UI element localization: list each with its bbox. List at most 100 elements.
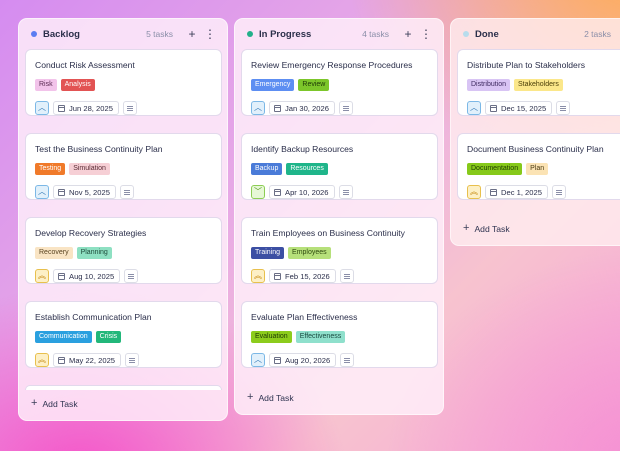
add-task-button[interactable]: + Add Task [31, 398, 78, 409]
notes-icon[interactable] [339, 269, 354, 283]
tag: Evaluation [251, 331, 292, 343]
calendar-icon [490, 188, 497, 196]
more-menu-icon[interactable]: ⋮ [420, 27, 432, 41]
status-dot-icon [247, 31, 253, 37]
tag: Emergency [251, 79, 295, 91]
due-date[interactable]: Aug 20, 2026 [269, 353, 337, 367]
priority-double-chevron-up-icon[interactable]: ︽ [251, 269, 265, 283]
due-date[interactable]: Dec 1, 2025 [485, 185, 548, 199]
priority-chevron-up-icon[interactable]: ︿ [35, 101, 49, 115]
priority-double-chevron-up-icon[interactable]: ︽ [35, 353, 49, 367]
column-in-progress: In Progress 4 tasks + ⋮ Review Emergency… [234, 18, 444, 415]
due-date[interactable]: Aug 10, 2025 [53, 269, 121, 283]
notes-icon[interactable] [124, 269, 139, 283]
priority-chevron-up-icon[interactable]: ︿ [35, 185, 49, 199]
due-date-label: Apr 10, 2026 [285, 187, 329, 197]
task-card[interactable]: Evaluate Plan Effectiveness Evaluation E… [241, 301, 438, 368]
due-date[interactable]: Jan 30, 2026 [269, 101, 335, 115]
plus-icon: + [31, 397, 38, 409]
task-title: Establish Communication Plan [35, 312, 152, 322]
add-task-button[interactable]: + Add Task [463, 223, 510, 234]
priority-chevron-up-icon[interactable]: ︿ [467, 101, 481, 115]
calendar-icon [274, 104, 281, 112]
due-date-label: Nov 5, 2025 [69, 187, 110, 197]
task-card[interactable]: Train Employees on Business Continuity T… [241, 217, 438, 284]
task-title: Conduct Risk Assessment [35, 60, 135, 70]
notes-icon[interactable] [556, 101, 571, 115]
add-task-label: Add Task [42, 398, 78, 409]
column-title: Backlog [43, 28, 80, 40]
priority-chevron-up-icon[interactable]: ︿ [251, 353, 265, 367]
task-card-partial[interactable] [25, 385, 222, 390]
due-date[interactable]: Dec 15, 2025 [485, 101, 553, 115]
calendar-icon [274, 356, 281, 364]
priority-double-chevron-up-icon[interactable]: ︽ [35, 269, 49, 283]
task-title: Document Business Continuity Plan [467, 144, 604, 154]
task-card[interactable]: Establish Communication Plan Communicati… [25, 301, 222, 368]
plus-icon: + [247, 391, 254, 403]
tag: Testing [35, 163, 66, 175]
notes-icon[interactable] [119, 185, 134, 199]
notes-icon[interactable] [338, 185, 353, 199]
status-dot-icon [463, 31, 469, 37]
tag: Analysis [60, 79, 95, 91]
notes-icon[interactable] [551, 185, 566, 199]
task-card[interactable]: Develop Recovery Strategies Recovery Pla… [25, 217, 222, 284]
add-icon[interactable]: + [188, 27, 196, 41]
notes-icon[interactable] [340, 353, 355, 367]
tag: Crisis [95, 331, 122, 343]
due-date[interactable]: Feb 15, 2026 [269, 269, 336, 283]
notes-icon[interactable] [125, 353, 140, 367]
task-card[interactable]: Review Emergency Response Procedures Eme… [241, 49, 438, 116]
task-count: 5 tasks [146, 29, 173, 39]
due-date-label: Feb 15, 2026 [285, 271, 330, 281]
add-icon[interactable]: + [404, 27, 412, 41]
due-date[interactable]: Jun 28, 2025 [53, 101, 119, 115]
due-date-label: Jun 28, 2025 [69, 103, 113, 113]
calendar-icon [58, 104, 65, 112]
column-title: In Progress [259, 28, 312, 40]
task-card[interactable]: Distribute Plan to Stakeholders Distribu… [457, 49, 620, 116]
notes-icon[interactable] [338, 101, 353, 115]
priority-chevron-down-icon[interactable]: ﹀ [251, 185, 265, 199]
task-title: Review Emergency Response Procedures [251, 60, 413, 70]
tag: Employees [288, 247, 331, 259]
task-card[interactable]: Document Business Continuity Plan Docume… [457, 133, 620, 200]
task-count: 4 tasks [362, 29, 389, 39]
tag: Resources [286, 163, 328, 175]
calendar-icon [58, 272, 65, 280]
more-menu-icon[interactable]: ⋮ [204, 27, 216, 41]
calendar-icon [58, 356, 65, 364]
calendar-icon [274, 272, 281, 280]
tag: Stakeholders [514, 79, 563, 91]
task-card[interactable]: Test the Business Continuity Plan Testin… [25, 133, 222, 200]
task-card[interactable]: Conduct Risk Assessment Risk Analysis ︿ … [25, 49, 222, 116]
tag: Documentation [467, 163, 523, 175]
tag: Planning [76, 247, 112, 259]
column-header: In Progress 4 tasks + ⋮ [235, 19, 443, 49]
notes-icon[interactable] [122, 101, 137, 115]
due-date[interactable]: May 22, 2025 [53, 353, 122, 367]
tag: Distribution [467, 79, 511, 91]
calendar-icon [274, 188, 281, 196]
priority-chevron-up-icon[interactable]: ︿ [251, 101, 265, 115]
tag: Backup [251, 163, 283, 175]
due-date-label: Dec 15, 2025 [501, 103, 547, 113]
due-date-label: Aug 10, 2025 [69, 271, 115, 281]
tag: Communication [35, 331, 92, 343]
tag: Plan [526, 163, 549, 175]
add-task-label: Add Task [474, 223, 510, 234]
task-count: 2 tasks [584, 29, 611, 39]
tag: Review [298, 79, 330, 91]
column-title: Done [475, 28, 499, 40]
task-card[interactable]: Identify Backup Resources Backup Resourc… [241, 133, 438, 200]
task-title: Train Employees on Business Continuity [251, 228, 405, 238]
priority-double-chevron-up-icon[interactable]: ︽ [467, 185, 481, 199]
due-date[interactable]: Nov 5, 2025 [53, 185, 116, 199]
due-date[interactable]: Apr 10, 2026 [269, 185, 335, 199]
due-date-label: Aug 20, 2026 [285, 355, 331, 365]
calendar-icon [58, 188, 65, 196]
column-backlog: Backlog 5 tasks + ⋮ Conduct Risk Assessm… [18, 18, 228, 421]
status-dot-icon [31, 31, 37, 37]
add-task-button[interactable]: + Add Task [247, 392, 294, 403]
